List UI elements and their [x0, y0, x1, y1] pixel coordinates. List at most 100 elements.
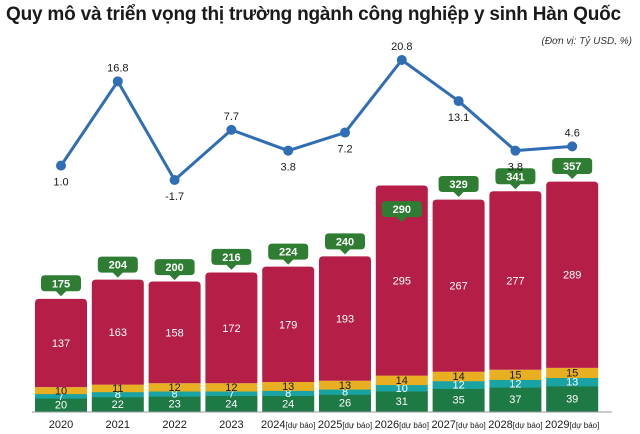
total-label: 200 — [165, 262, 183, 274]
total-label: 290 — [393, 204, 411, 216]
x-tick-label: 2027[dự báo] — [431, 419, 485, 431]
segment-label: 8 — [115, 389, 121, 401]
segment-label: 163 — [109, 327, 127, 339]
x-tick-label: 2024[dự báo] — [261, 419, 315, 431]
bar-segment-1-2022 — [148, 391, 201, 397]
total-badge-2024 — [268, 243, 309, 265]
bar-segment-2-2023 — [205, 383, 258, 392]
bar-segment-0-2029 — [546, 385, 599, 412]
growth-point-2023 — [226, 124, 237, 135]
segment-label: 8 — [285, 388, 291, 400]
total-label: 216 — [222, 252, 240, 264]
total-badge-2023 — [211, 248, 252, 270]
bar-segment-3-2024 — [262, 266, 315, 383]
x-tick-note: [dự báo] — [513, 421, 543, 430]
total-badge-2026 — [381, 201, 422, 223]
growth-point-2022 — [169, 175, 180, 185]
segment-label: 15 — [566, 368, 578, 380]
bar-segment-2-2021 — [91, 384, 144, 393]
growth-label: 7.2 — [337, 144, 352, 156]
growth-label: 13.1 — [448, 112, 469, 124]
bar-segment-3-2025 — [319, 256, 371, 381]
bar-segment-2-2027 — [432, 371, 485, 382]
segment-label: 15 — [509, 370, 521, 382]
segment-label: 24 — [282, 398, 294, 410]
growth-label: 4.6 — [565, 127, 580, 139]
bar-segment-3-2021 — [91, 279, 144, 385]
total-label: 224 — [279, 247, 298, 259]
bar-segment-2-2026 — [375, 375, 428, 386]
bar-segment-2-2024 — [262, 382, 315, 391]
bar-segment-0-2027 — [432, 388, 485, 412]
segment-label: 12 — [168, 382, 180, 394]
bar-segment-2-2020 — [35, 387, 87, 395]
total-badge-2029 — [552, 158, 593, 179]
total-badge-2021 — [97, 256, 138, 278]
total-label: 240 — [336, 236, 354, 248]
bar-segment-0-2025 — [319, 394, 371, 412]
segment-label: 23 — [168, 399, 180, 411]
growth-point-2027 — [453, 96, 464, 107]
segment-label: 179 — [279, 319, 297, 331]
bar-segment-1-2020 — [35, 393, 87, 399]
x-axis: 2020 2021 2022 2023 2024[dự báo] 2025[dự báo]… — [49, 419, 600, 431]
x-tick-note: [dự báo] — [570, 421, 600, 430]
growth-point-2028 — [510, 145, 521, 156]
bar-segment-0-2020 — [35, 398, 87, 412]
growth-label: 3.8 — [508, 162, 523, 174]
bars-layer: 2071013717522811163204238121582002471217… — [35, 158, 599, 412]
bar-segment-1-2023 — [205, 391, 258, 397]
growth-label: 7.7 — [224, 111, 239, 123]
bar-segment-3-2027 — [432, 199, 485, 372]
total-label: 357 — [563, 161, 581, 173]
segment-label: 13 — [339, 380, 351, 392]
x-tick-note: [dự báo] — [342, 421, 372, 430]
segment-label: 24 — [225, 398, 237, 410]
chart-title: Quy mô và triển vọng thị trường ngành cô… — [6, 4, 621, 25]
growth-point-2021 — [112, 76, 123, 87]
segment-label: 158 — [165, 327, 183, 339]
segment-label: 193 — [336, 314, 354, 326]
bar-segment-2-2022 — [148, 383, 201, 392]
x-tick-label: 2026[dự báo] — [375, 419, 429, 431]
segment-label: 137 — [52, 338, 70, 350]
x-tick-label: 2021 — [106, 419, 130, 431]
bar-segment-2-2028 — [489, 369, 542, 380]
bar-segment-1-2026 — [375, 384, 428, 392]
total-label: 341 — [506, 171, 524, 183]
bar-segment-1-2028 — [489, 379, 542, 388]
segment-label: 12 — [452, 380, 464, 392]
segment-label: 8 — [342, 387, 348, 399]
segment-label: 10 — [55, 385, 67, 397]
growth-point-2026 — [396, 55, 407, 65]
segment-label: 13 — [282, 381, 294, 393]
segment-label: 172 — [222, 323, 240, 335]
segment-label: 35 — [452, 395, 464, 407]
growth-line-layer: 1.0 16.8 -1.7 7.7 3.8 7.2 20.8 13.1 3.8 4.6 — [53, 41, 579, 203]
segment-label: 20 — [55, 400, 67, 412]
bar-segment-3-2022 — [148, 281, 201, 384]
total-badge-2022 — [154, 259, 195, 281]
bar-segment-1-2021 — [91, 391, 144, 398]
x-tick-label: 2029[dự báo] — [545, 419, 599, 431]
bar-segment-1-2029 — [546, 377, 599, 387]
growth-point-2025 — [340, 127, 350, 138]
segment-label: 37 — [509, 394, 521, 406]
segment-label: 10 — [396, 383, 408, 395]
growth-point-2029 — [567, 141, 578, 152]
total-badge-2020 — [41, 275, 81, 297]
segment-label: 14 — [452, 371, 464, 383]
segment-label: 295 — [393, 276, 411, 288]
bar-segment-2-2025 — [319, 380, 371, 390]
x-tick-note: [dự báo] — [456, 421, 486, 430]
bar-segment-3-2028 — [489, 191, 542, 370]
bar-segment-0-2024 — [262, 395, 315, 412]
segment-label: 22 — [112, 399, 124, 411]
total-label: 175 — [52, 278, 70, 290]
segment-label: 26 — [339, 398, 351, 410]
segment-label: 12 — [509, 378, 521, 390]
growth-label: 1.0 — [53, 177, 68, 189]
bar-segment-0-2026 — [375, 391, 428, 412]
segment-label: 11 — [112, 383, 123, 395]
x-tick-label: 2022 — [162, 419, 186, 431]
